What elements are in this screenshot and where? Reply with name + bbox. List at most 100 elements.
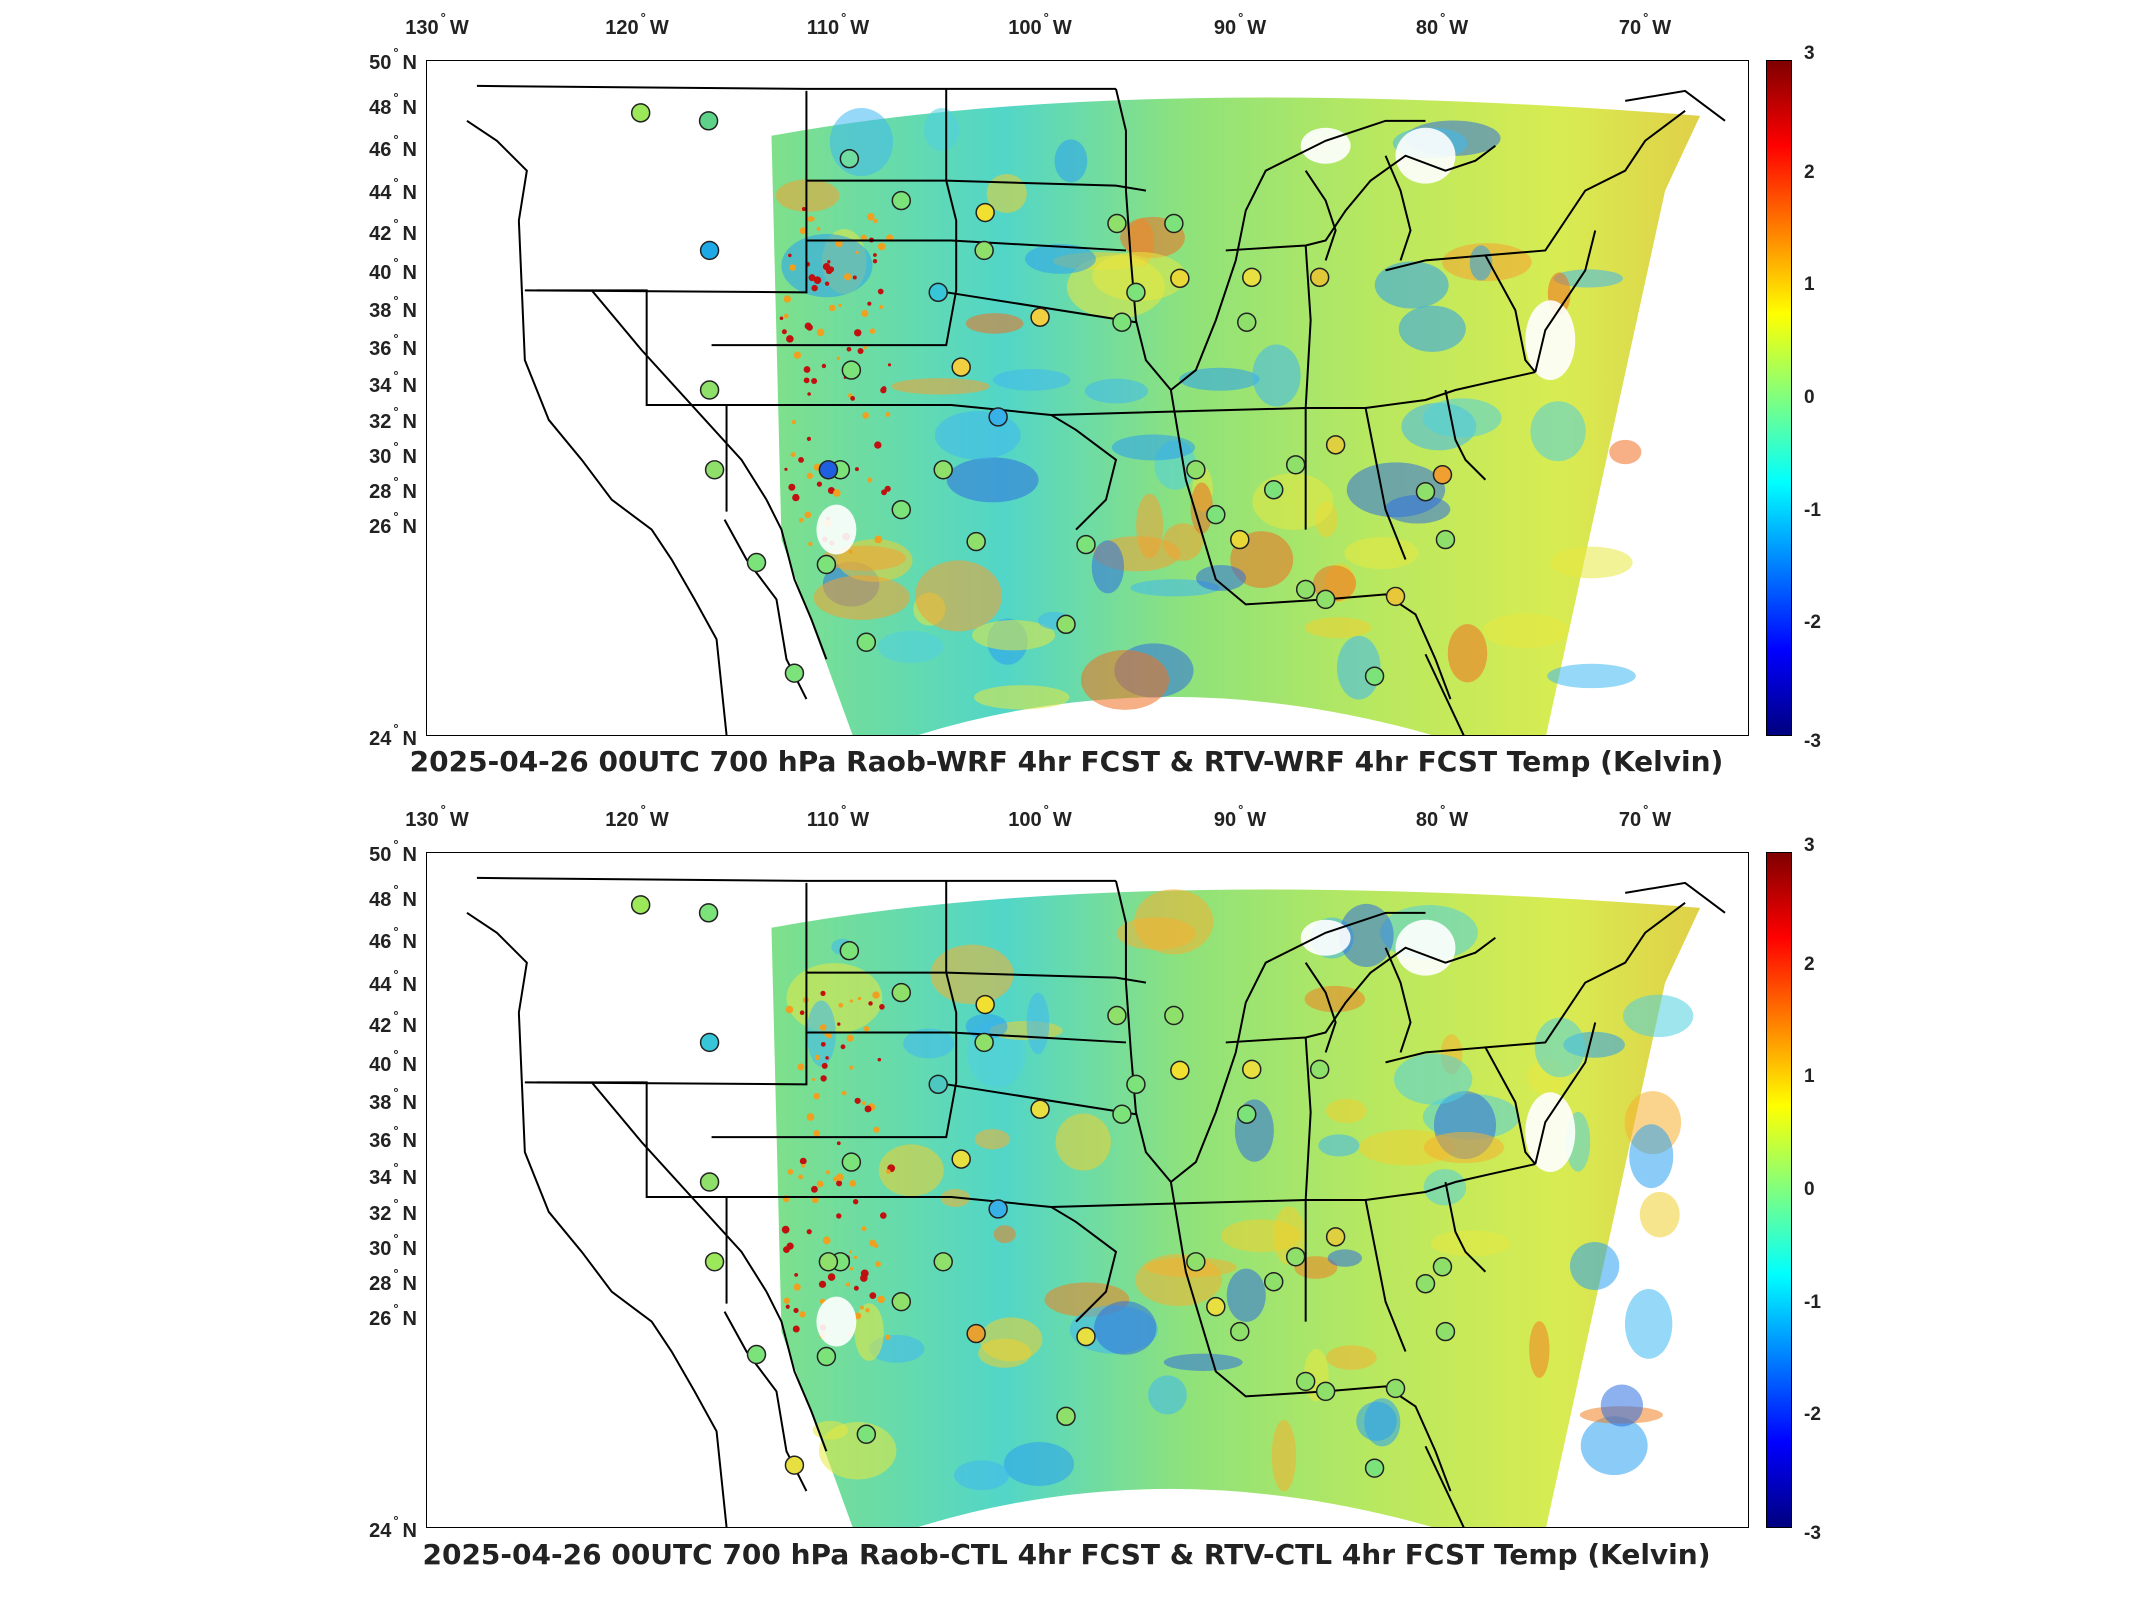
raob-station-marker bbox=[630, 895, 651, 915]
colorbar-tick-label: 3 bbox=[1804, 835, 1815, 856]
field-speckle bbox=[886, 1169, 891, 1174]
lon-tick-label: 120 ° W bbox=[605, 802, 669, 831]
raob-station-marker bbox=[699, 1172, 720, 1192]
boundary-line bbox=[806, 971, 1147, 984]
field-speckle bbox=[798, 517, 804, 523]
field-blob bbox=[914, 560, 1003, 632]
field-speckle bbox=[845, 1282, 851, 1287]
colorbar-tick-label: -2 bbox=[1804, 1404, 1821, 1426]
field-speckle bbox=[812, 1196, 819, 1204]
lon-tick-label: 70 ° W bbox=[1618, 802, 1672, 831]
raob-station-marker bbox=[1206, 504, 1226, 525]
field-blob bbox=[1271, 1420, 1297, 1492]
lat-tick-label: 44 ° N bbox=[369, 175, 417, 205]
boundary-line bbox=[466, 119, 728, 735]
raob-station-marker bbox=[1263, 1272, 1284, 1292]
bottom-map[interactable] bbox=[426, 852, 1749, 1528]
field-speckle bbox=[785, 1005, 794, 1014]
field-speckle bbox=[873, 1126, 880, 1133]
boundary-line bbox=[806, 239, 1126, 252]
field-blob bbox=[891, 378, 990, 395]
boundary-line bbox=[591, 1081, 728, 1304]
field-blob bbox=[1326, 1345, 1377, 1370]
boundary-line bbox=[1625, 89, 1726, 122]
field-speckle bbox=[806, 1229, 812, 1235]
field-blob bbox=[1569, 1241, 1620, 1291]
boundary-line bbox=[466, 911, 728, 1527]
lon-tick-label: 90 ° W bbox=[1213, 10, 1267, 39]
field-speckle bbox=[813, 276, 822, 284]
raob-station-marker bbox=[951, 357, 971, 377]
raob-station-marker bbox=[891, 1291, 912, 1312]
top-panel: 130 ° W 120 ° W 110 ° W 100 ° W 90 ° W 80 ° W 70 ° W 50 ° N 48 °… bbox=[0, 0, 2133, 790]
missing-data-gap bbox=[816, 504, 857, 555]
field-blob bbox=[1629, 1124, 1674, 1189]
field-speckle bbox=[801, 1163, 806, 1168]
field-speckle bbox=[807, 216, 814, 223]
field-speckle bbox=[874, 441, 882, 449]
field-blob bbox=[1190, 482, 1213, 534]
field-speckle bbox=[836, 356, 840, 360]
raob-station-marker bbox=[966, 531, 986, 552]
field-speckle bbox=[852, 1198, 859, 1205]
raob-station-marker bbox=[839, 148, 860, 169]
field-speckle bbox=[841, 1090, 847, 1096]
field-speckle bbox=[814, 1054, 821, 1061]
field-speckle bbox=[790, 452, 796, 458]
top-map[interactable] bbox=[426, 60, 1749, 736]
field-blob bbox=[993, 1225, 1016, 1244]
field-speckle bbox=[779, 316, 784, 321]
raob-station-marker bbox=[933, 460, 953, 480]
field-speckle bbox=[822, 1236, 831, 1245]
field-blob bbox=[1148, 1375, 1187, 1415]
boundary-line bbox=[726, 1195, 1118, 1323]
field-speckle bbox=[850, 396, 856, 401]
boundary-line bbox=[1384, 947, 1412, 1053]
raob-station-marker bbox=[746, 552, 767, 573]
field-speckle bbox=[872, 991, 880, 999]
field-speckle bbox=[865, 1307, 870, 1313]
field-speckle bbox=[873, 253, 877, 257]
boundary-line bbox=[1384, 155, 1412, 261]
field-speckle bbox=[877, 288, 884, 295]
field-speckle bbox=[812, 1078, 816, 1082]
field-blob bbox=[1055, 1113, 1111, 1171]
field-speckle bbox=[793, 351, 802, 359]
field-speckle bbox=[797, 1063, 805, 1071]
field-blob bbox=[1394, 1053, 1473, 1105]
boundary-line bbox=[806, 179, 1147, 192]
lon-tick-label: 70 ° W bbox=[1618, 10, 1672, 39]
field-blob bbox=[1398, 305, 1466, 352]
raob-station-marker bbox=[1242, 267, 1262, 288]
field-speckle bbox=[862, 412, 869, 419]
lat-tick-label: 26 ° N bbox=[369, 508, 417, 538]
lon-tick-label: 100 ° W bbox=[1008, 802, 1072, 831]
boundary-line bbox=[524, 882, 808, 1086]
field-blob bbox=[1094, 1301, 1157, 1355]
lat-tick-label: 40 ° N bbox=[369, 255, 417, 285]
raob-station-marker bbox=[630, 103, 651, 123]
lon-tick-label: 80 ° W bbox=[1415, 10, 1469, 39]
colorbar-tick-label: -1 bbox=[1804, 1291, 1821, 1313]
field-blob bbox=[1304, 617, 1372, 639]
field-speckle bbox=[873, 218, 878, 224]
field-blob bbox=[1622, 994, 1694, 1038]
field-speckle bbox=[827, 487, 835, 495]
raob-station-marker bbox=[1056, 614, 1076, 635]
field-blob bbox=[1423, 1131, 1505, 1164]
field-speckle bbox=[784, 467, 788, 471]
colorbar-tick-label: 1 bbox=[1804, 1066, 1815, 1088]
field-speckle bbox=[811, 284, 818, 292]
raob-station-marker bbox=[818, 460, 839, 480]
boundary-line bbox=[1444, 1181, 1487, 1273]
lon-tick-label: 130 ° W bbox=[405, 10, 469, 39]
raob-station-marker bbox=[1285, 1247, 1306, 1267]
field-speckle bbox=[783, 313, 789, 319]
field-speckle bbox=[861, 1226, 867, 1232]
raob-station-marker bbox=[1230, 529, 1250, 550]
field-blob bbox=[1534, 1017, 1586, 1078]
field-speckle bbox=[799, 1010, 805, 1016]
field-speckle bbox=[819, 1024, 827, 1031]
raob-station-marker bbox=[1186, 460, 1206, 480]
field-speckle bbox=[837, 1022, 841, 1026]
